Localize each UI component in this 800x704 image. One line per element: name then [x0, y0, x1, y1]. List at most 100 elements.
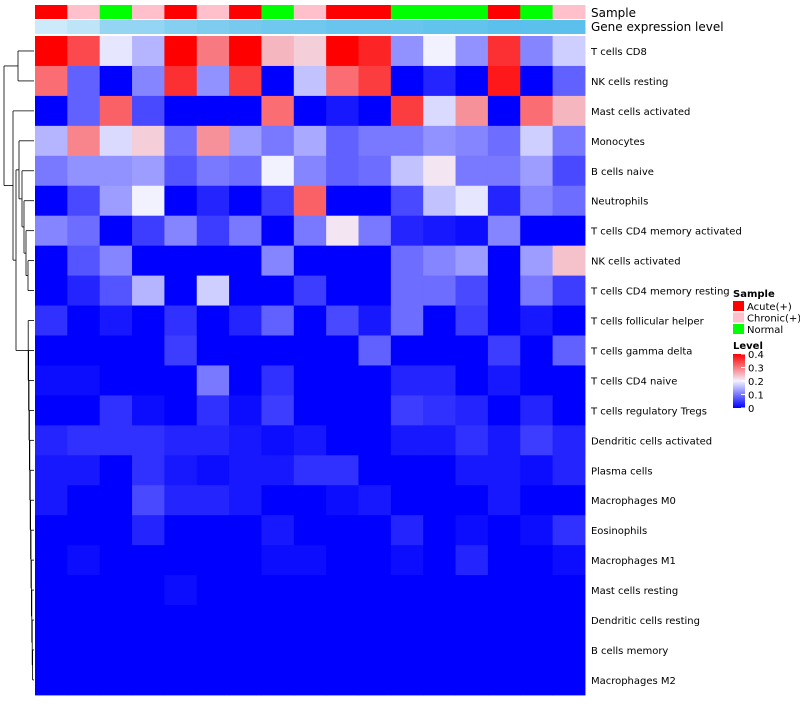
heatmap-cell	[293, 275, 327, 307]
heatmap-cell	[67, 185, 101, 217]
heatmap-cell	[326, 425, 359, 456]
heatmap-cell	[520, 365, 554, 396]
sample-annotation-cell	[552, 5, 586, 19]
heatmap-cell	[261, 275, 295, 307]
heatmap-cell	[552, 575, 586, 606]
annotation-label-sample: Sample	[591, 6, 636, 20]
heatmap-cell	[423, 305, 457, 336]
heatmap-cell	[99, 575, 133, 606]
heatmap-cell	[520, 36, 554, 67]
heatmap-cell	[164, 155, 198, 187]
heatmap-cell	[358, 635, 392, 666]
heatmap-cell	[423, 575, 457, 606]
heatmap-cell	[132, 335, 165, 366]
expression-annotation-cell	[390, 20, 424, 34]
heatmap-cell	[552, 125, 586, 157]
heatmap-cell	[293, 305, 327, 336]
legend-tick-label: 0.3	[748, 364, 764, 375]
heatmap-cell	[455, 125, 489, 157]
heatmap-cell	[326, 275, 359, 307]
heatmap-cell	[99, 275, 133, 307]
heatmap-cell	[455, 455, 489, 486]
heatmap-cell	[358, 395, 392, 426]
heatmap-cell	[358, 545, 392, 576]
heatmap-cell	[552, 245, 586, 277]
heatmap-cell	[358, 305, 392, 336]
heatmap-cell	[99, 185, 133, 217]
heatmap-cell	[229, 635, 262, 666]
heatmap-cell	[455, 425, 489, 456]
heatmap-cell	[99, 455, 133, 486]
heatmap-cell	[164, 65, 198, 97]
expression-annotation-cell	[229, 20, 262, 34]
heatmap-cell	[326, 36, 359, 67]
heatmap-cell	[35, 335, 68, 366]
heatmap-cell	[67, 305, 101, 336]
heatmap-cell	[487, 215, 521, 247]
heatmap-cell	[390, 215, 424, 247]
heatmap-cell	[261, 605, 295, 636]
heatmap-cell	[487, 65, 521, 97]
heatmap-cell	[132, 545, 165, 576]
heatmap-cell	[99, 425, 133, 456]
heatmap-cell	[552, 215, 586, 247]
heatmap-cell	[293, 395, 327, 426]
heatmap-cell	[423, 275, 457, 307]
heatmap-cell	[99, 664, 133, 696]
sample-annotation-cell	[196, 5, 230, 19]
heatmap-cell	[35, 65, 68, 97]
row-label: Macrophages M1	[591, 556, 676, 567]
heatmap-cell	[390, 575, 424, 606]
heatmap-cell	[229, 335, 262, 366]
heatmap-cell	[229, 305, 262, 336]
heatmap-cell	[196, 335, 230, 366]
heatmap-cell	[552, 455, 586, 486]
row-label: B cells naive	[591, 167, 654, 178]
legend-swatch	[733, 324, 744, 334]
heatmap-cell	[455, 605, 489, 636]
heatmap-cell	[293, 125, 327, 157]
heatmap-cell	[229, 125, 262, 157]
heatmap-cell	[358, 485, 392, 516]
heatmap-cell	[520, 664, 554, 696]
heatmap-cell	[67, 635, 101, 666]
heatmap-cell	[196, 215, 230, 247]
legend-tick-label: 0.1	[748, 391, 764, 402]
heatmap-cell	[293, 245, 327, 277]
heatmap-cell	[326, 155, 359, 187]
heatmap-cell	[423, 635, 457, 666]
heatmap-cell	[132, 95, 165, 127]
heatmap-cell	[261, 245, 295, 277]
heatmap-cell	[67, 125, 101, 157]
heatmap-cell	[229, 515, 262, 546]
heatmap-cell	[164, 125, 198, 157]
heatmap-cell	[164, 36, 198, 67]
heatmap-cell	[132, 485, 165, 516]
heatmap-cell	[132, 125, 165, 157]
row-label: T cells CD4 naive	[590, 376, 677, 387]
heatmap-cell	[390, 425, 424, 456]
heatmap-cell	[67, 425, 101, 456]
heatmap-cell	[520, 155, 554, 187]
heatmap-cell	[35, 245, 68, 277]
heatmap-cell	[293, 365, 327, 396]
heatmap-cell	[229, 395, 262, 426]
heatmap-cell	[552, 36, 586, 67]
heatmap-cell	[293, 455, 327, 486]
heatmap-cell	[326, 575, 359, 606]
heatmap-cell	[132, 635, 165, 666]
heatmap-cell	[552, 425, 586, 456]
heatmap-cell	[164, 395, 198, 426]
heatmap-cell	[35, 95, 68, 127]
heatmap-cell	[552, 605, 586, 636]
heatmap-cell	[390, 545, 424, 576]
heatmap-cell	[164, 575, 198, 606]
heatmap-cell	[35, 155, 68, 187]
heatmap-cell	[164, 485, 198, 516]
heatmap-cell	[423, 455, 457, 486]
heatmap-cell	[326, 485, 359, 516]
legend-tick-label: 0.4	[748, 350, 764, 361]
heatmap-cell	[293, 575, 327, 606]
heatmap-cell	[67, 335, 101, 366]
